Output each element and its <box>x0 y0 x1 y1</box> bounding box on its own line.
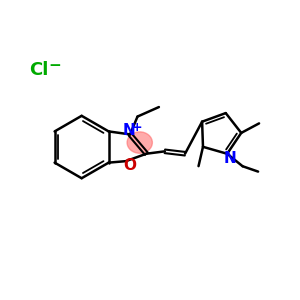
Text: N: N <box>223 151 236 166</box>
Text: +: + <box>131 122 142 134</box>
Ellipse shape <box>127 132 152 153</box>
Text: O: O <box>123 158 136 173</box>
Text: N: N <box>122 123 135 138</box>
Text: Cl: Cl <box>29 61 48 79</box>
Text: −: − <box>48 58 61 73</box>
